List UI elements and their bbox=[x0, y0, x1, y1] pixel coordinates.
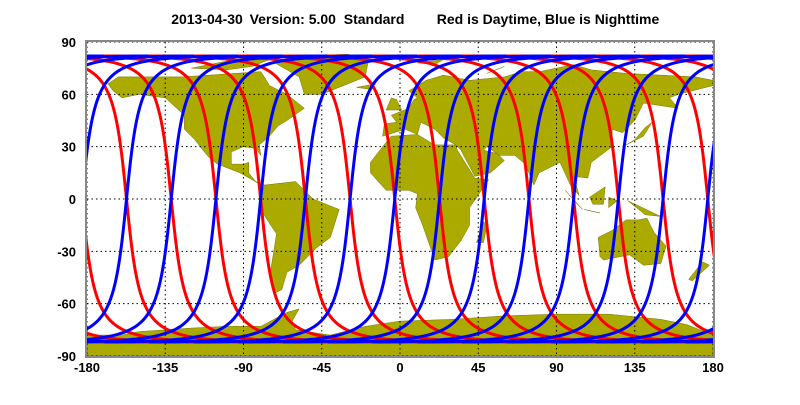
ground-tracks bbox=[0, 54, 800, 344]
land-polygon bbox=[589, 186, 606, 205]
daytime-track bbox=[775, 56, 800, 342]
nighttime-track bbox=[87, 54, 284, 331]
land-polygon bbox=[627, 200, 661, 217]
nighttime-track bbox=[282, 54, 597, 344]
nighttime-track bbox=[551, 140, 713, 344]
nighttime-track bbox=[87, 54, 328, 341]
x-tick-label: 0 bbox=[396, 360, 403, 375]
y-tick-label: -60 bbox=[57, 297, 76, 312]
x-tick-label: -135 bbox=[152, 360, 178, 375]
x-tick-label: 180 bbox=[702, 360, 724, 375]
nighttime-track bbox=[87, 54, 105, 58]
nighttime-track bbox=[87, 54, 239, 164]
y-tick-label: 90 bbox=[62, 35, 76, 50]
nighttime-track bbox=[0, 56, 15, 342]
nighttime-track bbox=[327, 54, 641, 344]
y-tick-label: 30 bbox=[62, 140, 76, 155]
land-polygon bbox=[385, 97, 403, 111]
nighttime-track bbox=[417, 54, 713, 344]
title-legend-note: Red is Daytime, Blue is Nighttime bbox=[437, 11, 660, 27]
daytime-track bbox=[730, 56, 800, 342]
nighttime-track bbox=[0, 56, 59, 342]
nighttime-track bbox=[87, 54, 373, 344]
x-tick-label: 90 bbox=[549, 360, 563, 375]
nighttime-track bbox=[372, 54, 686, 344]
x-tick-label: 135 bbox=[624, 360, 646, 375]
y-tick-label: 0 bbox=[69, 192, 76, 207]
x-tick-label: -45 bbox=[312, 360, 331, 375]
nighttime-track bbox=[148, 54, 462, 344]
x-tick-label: 45 bbox=[471, 360, 485, 375]
y-axis-ticks: 90 60 30 0 -30 -60 -90 bbox=[57, 35, 76, 364]
daytime-track bbox=[87, 340, 105, 344]
nighttime-track bbox=[506, 63, 713, 344]
nighttime-track bbox=[104, 54, 418, 344]
land-polygon bbox=[625, 122, 653, 146]
nighttime-track bbox=[775, 56, 800, 342]
title-date: 2013-04-30 bbox=[171, 11, 243, 27]
title-version: Version: 5.00 Standard bbox=[250, 11, 405, 27]
nighttime-track bbox=[193, 54, 507, 344]
daytime-track bbox=[87, 234, 239, 344]
plot-frame bbox=[85, 40, 715, 358]
nighttime-track bbox=[461, 56, 713, 344]
nighttime-track bbox=[730, 56, 800, 342]
land-polygon bbox=[584, 209, 601, 214]
y-tick-label: -30 bbox=[57, 244, 76, 259]
land-polygon bbox=[370, 134, 490, 261]
x-axis-ticks: -180 -135 -90 -45 0 45 90 135 180 bbox=[74, 360, 724, 375]
y-tick-label: 60 bbox=[62, 87, 76, 102]
nighttime-track bbox=[238, 54, 552, 344]
x-tick-label: -180 bbox=[74, 360, 100, 375]
y-tick-label: -90 bbox=[57, 349, 76, 364]
daytime-track bbox=[0, 56, 59, 342]
daytime-track bbox=[685, 54, 713, 58]
land-polygon bbox=[608, 196, 618, 209]
land-polygon bbox=[258, 181, 340, 294]
x-tick-label: -90 bbox=[234, 360, 253, 375]
daytime-track bbox=[0, 56, 15, 342]
nighttime-track bbox=[685, 340, 713, 344]
